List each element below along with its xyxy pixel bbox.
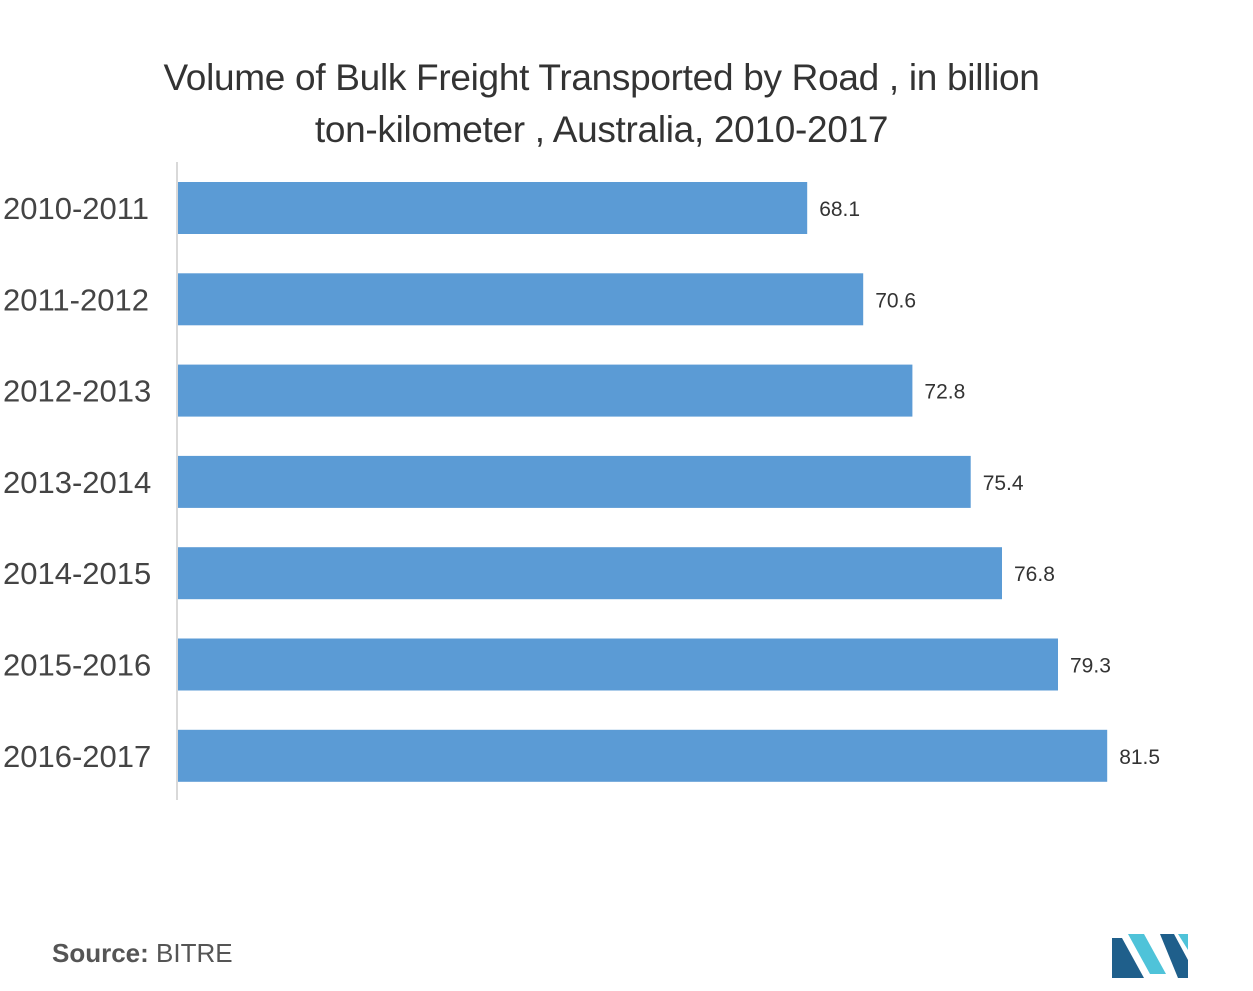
- chart-title: Volume of Bulk Freight Transported by Ro…: [0, 52, 1203, 156]
- bar-2010-2011: [178, 182, 808, 234]
- logo-dark-stroke-right: [1160, 934, 1188, 978]
- chart-title-line-1: Volume of Bulk Freight Transported by Ro…: [163, 57, 1040, 98]
- data-label: 68.1: [819, 198, 860, 221]
- category-label: 2014-2015: [3, 556, 151, 591]
- data-label: 76.8: [1014, 563, 1055, 586]
- bar-2016-2017: [178, 729, 1108, 782]
- bars-layer: 2010-2011 68.1 2011-2012 70.6 2012-2013 72.8 2…: [3, 182, 1160, 782]
- bar-2015-2016: [178, 638, 1058, 691]
- category-label: 2012-2013: [3, 374, 151, 409]
- category-label: 2015-2016: [3, 648, 151, 683]
- data-label: 72.8: [924, 381, 965, 404]
- data-label: 81.5: [1119, 746, 1160, 769]
- bar-2011-2012: [178, 273, 864, 326]
- source-label: Source:: [52, 938, 149, 968]
- mordor-intelligence-logo-icon: [1112, 934, 1188, 978]
- source-text: BITRE: [148, 938, 233, 968]
- bar-2012-2013: [178, 364, 913, 417]
- bar-2013-2014: [178, 455, 971, 508]
- chart-title-line-2: ton-kilometer , Australia, 2010-2017: [314, 109, 889, 150]
- source-note: Source: BITRE: [52, 938, 233, 969]
- category-label: 2011-2012: [3, 282, 149, 317]
- category-label: 2016-2017: [3, 739, 151, 774]
- category-label: 2013-2014: [3, 465, 151, 500]
- data-label: 75.4: [983, 472, 1024, 495]
- logo-light-bar-right: [1178, 934, 1188, 950]
- data-label: 70.6: [875, 289, 916, 312]
- bar-2014-2015: [178, 547, 1002, 600]
- category-label: 2010-2011: [3, 191, 149, 226]
- logo-dark-stroke: [1112, 938, 1144, 978]
- logo-light-stroke: [1128, 934, 1166, 974]
- data-label: 79.3: [1070, 655, 1111, 678]
